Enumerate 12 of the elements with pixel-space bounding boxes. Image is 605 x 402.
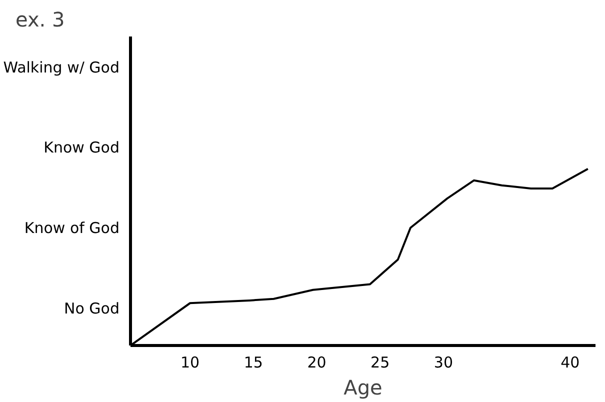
x-tick-label: 15 [244, 354, 263, 372]
text: Know God [44, 138, 120, 157]
text: Know of God [24, 219, 120, 238]
text: Walking w/ God [3, 58, 120, 76]
text: No God [64, 299, 120, 318]
x-tick-label: 25 [370, 354, 390, 372]
x-tick-label: 30 [434, 354, 454, 372]
x-tick-label: 40 [560, 354, 580, 372]
x-axis-title: Age [344, 376, 382, 400]
x-tick-label: 20 [307, 354, 326, 372]
x-tick-label: 10 [180, 354, 200, 372]
chart-title: ex. 3 [16, 8, 65, 32]
